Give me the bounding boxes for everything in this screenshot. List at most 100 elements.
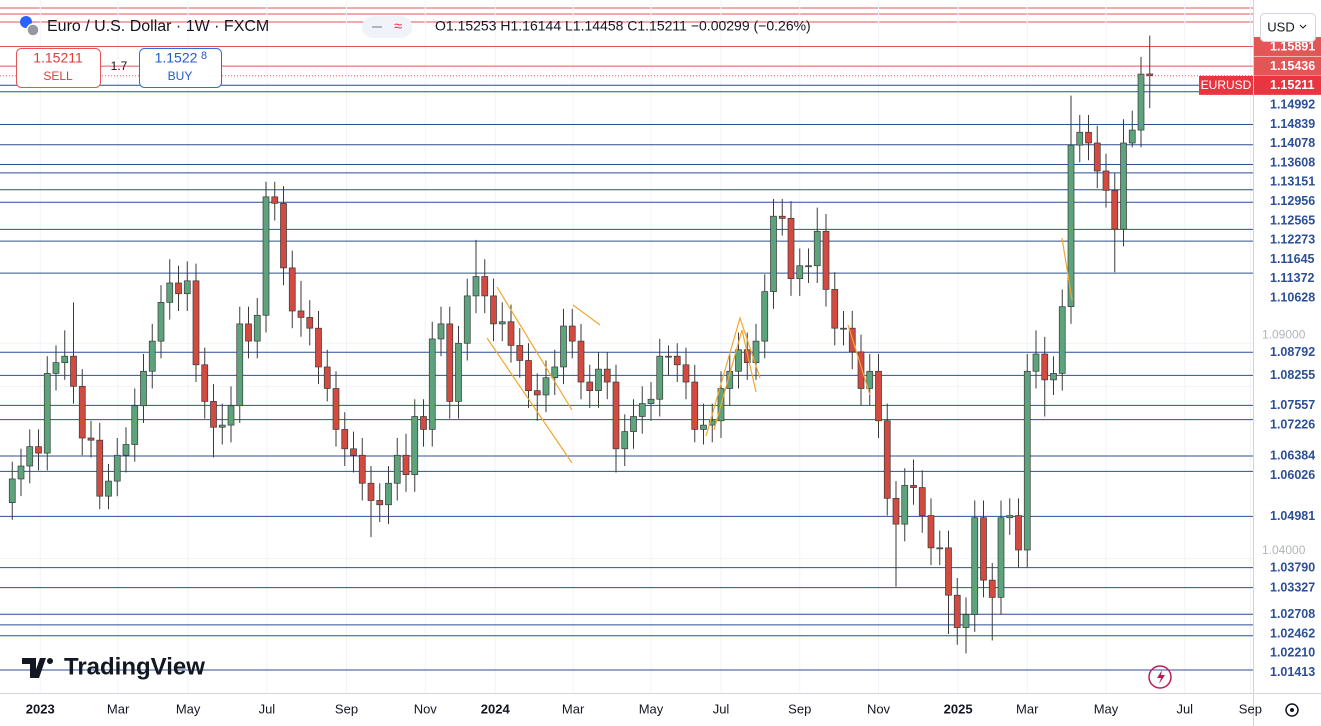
candle-body	[927, 515, 935, 549]
price-label-bg	[1254, 114, 1321, 134]
x-tick-label: Sep	[788, 701, 811, 716]
price-label-bg	[1254, 365, 1321, 385]
price-label: 1.13151	[1270, 175, 1315, 189]
candle-body	[638, 403, 646, 417]
price-label: 1.02708	[1270, 607, 1315, 621]
candle-body	[953, 594, 961, 628]
candle-body	[691, 381, 699, 430]
price-label: 1.15891	[1270, 39, 1315, 53]
candle-body	[813, 230, 821, 267]
candle-body	[735, 349, 742, 372]
x-tick-label: Sep	[335, 701, 358, 716]
price-label-bg	[1254, 288, 1321, 308]
candle-body	[210, 401, 217, 428]
candle-body	[262, 196, 270, 316]
candle-body	[586, 381, 594, 391]
candle-body	[516, 345, 524, 361]
price-label: 1.06384	[1270, 449, 1315, 463]
x-tick-label: May	[176, 701, 201, 716]
trend-drawing	[1061, 237, 1073, 301]
candle-body	[166, 282, 174, 303]
candle-body	[490, 295, 497, 325]
candle-body	[778, 215, 786, 219]
alert-icon[interactable]	[1148, 665, 1172, 689]
x-tick-label: Jul	[713, 701, 730, 716]
price-label: 1.07226	[1270, 418, 1315, 432]
candle-body	[1137, 73, 1145, 131]
candle-body	[218, 424, 226, 428]
x-tick-label: Nov	[414, 701, 438, 716]
candle-body	[61, 355, 69, 364]
price-label-bg	[1254, 604, 1321, 624]
candle-body	[840, 327, 847, 330]
y-tick-label: 1.04000	[1262, 543, 1306, 557]
candle-body	[551, 366, 559, 379]
symbol-header: Euro / U.S. Dollar · 1W · FXCM ≈ O1.1525…	[20, 16, 811, 38]
buy-button[interactable]	[139, 48, 222, 88]
candle-body	[892, 497, 900, 525]
sell-button[interactable]	[16, 48, 101, 88]
candle-body	[568, 325, 576, 342]
candle-body	[857, 351, 865, 389]
price-label: 1.03790	[1270, 560, 1315, 574]
candle-body	[446, 323, 454, 402]
candle-body	[980, 517, 987, 581]
candle-body	[656, 355, 664, 400]
y-tick-label: 1.09000	[1262, 327, 1306, 341]
candle-body	[595, 368, 602, 391]
ohlc-quote: O1.15253 H1.16144 L1.14458 C1.15211 −0.0…	[435, 18, 811, 34]
candle-body	[796, 265, 804, 280]
candle-body	[875, 370, 882, 422]
x-tick-label: Mar	[1016, 701, 1039, 716]
candle-body	[306, 317, 314, 329]
price-label: 1.14078	[1270, 136, 1315, 150]
candle-body	[1041, 353, 1049, 381]
candle-body	[945, 547, 952, 596]
candle-body	[752, 340, 760, 364]
candle-body	[682, 364, 690, 383]
candle-body	[437, 323, 445, 340]
spread: 1.7	[111, 59, 128, 73]
candle-body	[787, 218, 795, 280]
candle-body	[1111, 190, 1119, 230]
buy-price-sup: 8	[201, 50, 207, 62]
candle-body	[341, 429, 349, 450]
price-label-bg	[1254, 172, 1321, 192]
toolbar-pill[interactable]	[362, 16, 412, 38]
x-tick-label: Mar	[107, 701, 130, 716]
candle-body	[78, 385, 86, 439]
candle-body	[1015, 515, 1022, 551]
candle-body	[770, 215, 777, 292]
candle-body	[26, 446, 34, 467]
candle-body	[612, 381, 620, 450]
candle-body	[1023, 370, 1031, 551]
candle-body	[297, 310, 305, 318]
candle-body	[1093, 142, 1101, 172]
candle-body	[910, 485, 917, 488]
candle-body	[621, 431, 629, 450]
candle-body	[498, 321, 506, 325]
trend-drawing	[713, 329, 757, 431]
candle-body	[96, 439, 104, 497]
price-label: 1.12273	[1270, 233, 1315, 247]
price-label-bg	[1254, 465, 1321, 485]
currency-button[interactable]	[1260, 13, 1316, 42]
plot-area	[0, 0, 1253, 693]
candle-body	[52, 362, 60, 374]
price-label: 1.02462	[1270, 626, 1315, 640]
price-label: 1.14839	[1270, 117, 1315, 131]
settings-icon[interactable]	[1285, 703, 1299, 717]
candle-body	[472, 276, 480, 297]
currency: USD	[1267, 19, 1294, 34]
candle-body	[227, 405, 235, 426]
price-label-bg	[1254, 558, 1321, 578]
candle-body	[350, 448, 357, 456]
candle-body	[481, 276, 489, 297]
settings-icon	[1290, 708, 1294, 712]
candle-body	[630, 416, 637, 432]
candle-body	[1067, 144, 1075, 308]
candle-body	[332, 388, 340, 430]
candle-body	[148, 340, 156, 372]
candle-body	[1032, 353, 1040, 372]
candle-body	[376, 500, 384, 506]
